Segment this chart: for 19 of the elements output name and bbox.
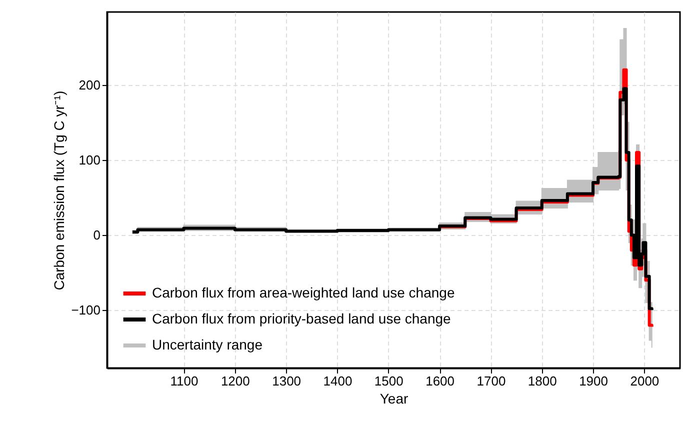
- x-axis-title: Year: [380, 390, 408, 406]
- annotation: Uncertainty range: [152, 336, 263, 352]
- x-tick-label: 2000: [630, 374, 660, 388]
- x-tick-label: 1900: [579, 374, 608, 388]
- x-tick-label: 1300: [272, 374, 302, 388]
- y-tick-label: 200: [78, 77, 100, 92]
- x-tick-label: 1500: [374, 374, 404, 388]
- y-tick-label: −100: [71, 302, 100, 318]
- y-tick-label: 100: [78, 152, 100, 168]
- x-tick-label: 1800: [528, 374, 557, 388]
- legend-label: Carbon flux from priority-based land use change: [152, 310, 452, 326]
- x-tick-label: 1600: [426, 374, 455, 388]
- x-tick-label: 1200: [220, 374, 250, 388]
- x-tick-label: 1700: [476, 374, 506, 388]
- x-tick-label: 1400: [323, 374, 352, 388]
- x-tick-label: 1100: [170, 374, 198, 388]
- legend-label: Carbon flux from area-weighted land use change: [152, 284, 455, 300]
- y-axis-title: Carbon emission flux (Tg C yr⁻¹): [51, 90, 68, 290]
- y-tick-label: 0: [93, 228, 100, 243]
